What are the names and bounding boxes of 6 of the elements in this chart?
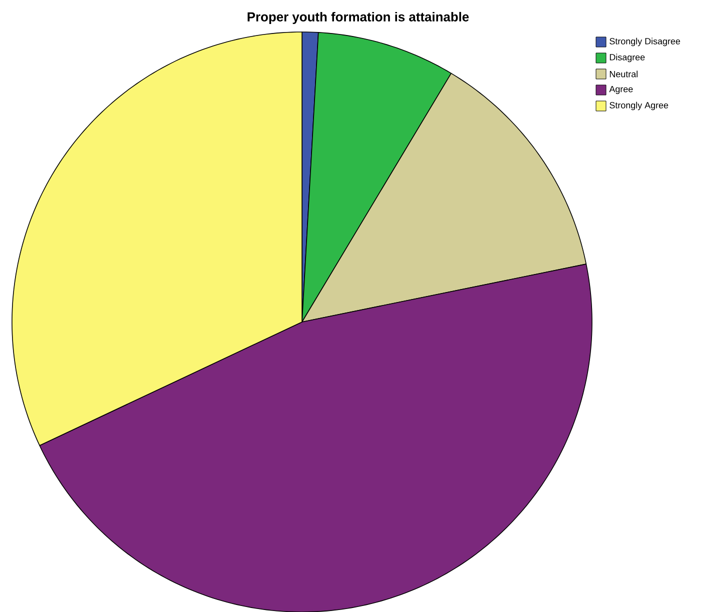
chart-title: Proper youth formation is attainable [248, 12, 469, 24]
legend-label: Disagree [610, 54, 645, 62]
legend-label: Neutral [610, 70, 638, 78]
legend-label: Strongly Disagree [610, 38, 680, 46]
legend-label: Strongly Agree [610, 102, 668, 110]
legend-label: Agree [609, 86, 633, 94]
